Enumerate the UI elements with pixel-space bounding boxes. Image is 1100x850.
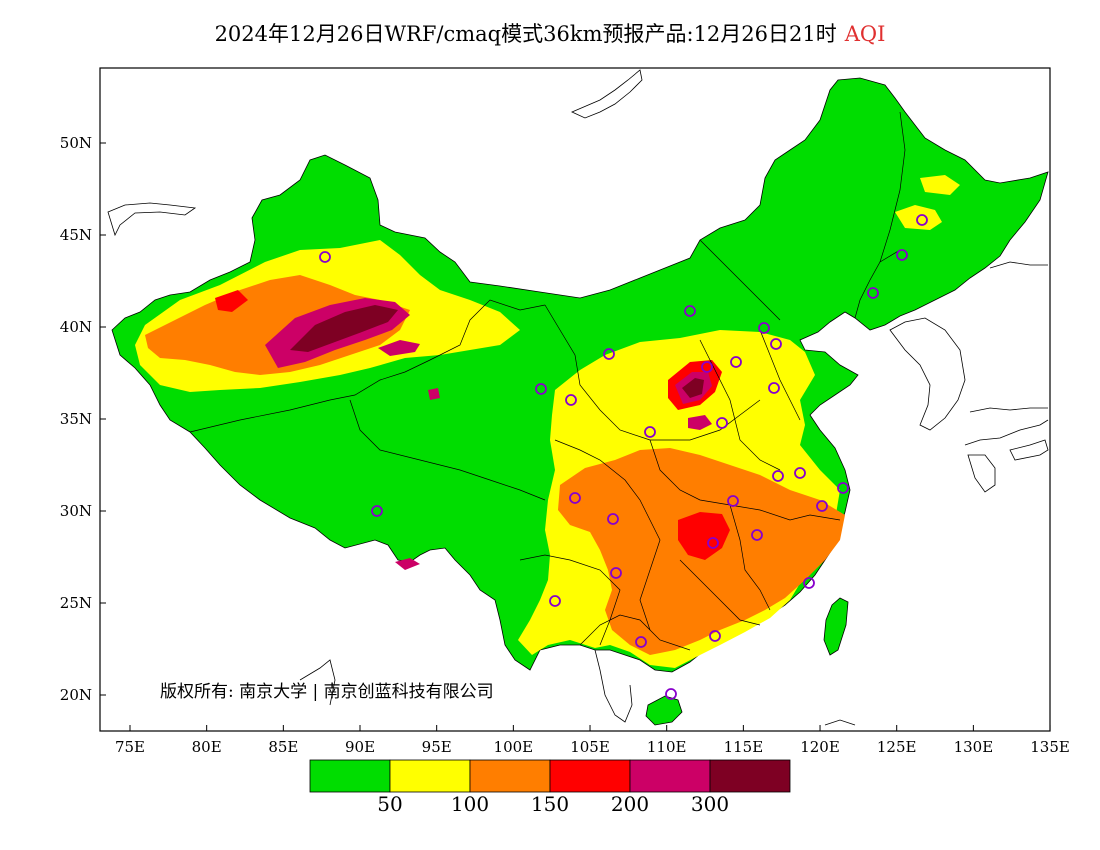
latitude-tick-label: 50N <box>60 134 92 152</box>
aqi-zone-red-xinjiang <box>215 290 248 312</box>
station-marker <box>758 322 770 334</box>
station-marker <box>751 529 763 541</box>
longitude-axis: 75E 80E 85E 90E 95E 100E 105E 110E 115E 120E 125E 1… <box>115 725 1070 756</box>
longitude-tick-label: 95E <box>422 738 452 756</box>
station-marker <box>794 467 806 479</box>
station-marker <box>709 630 721 642</box>
station-marker <box>371 505 383 517</box>
station-marker <box>768 382 780 394</box>
legend-swatch <box>309 759 391 793</box>
latitude-tick-label: 40N <box>60 318 92 336</box>
aqi-zone-hazardous-tarim <box>290 305 398 352</box>
station-marker <box>569 492 581 504</box>
station-marker <box>727 495 739 507</box>
legend-swatch <box>629 759 711 793</box>
aqi-zone-purple-tibet <box>395 558 420 570</box>
aqi-zone-hazardous-shanxi <box>682 378 704 398</box>
legend-swatch <box>709 759 791 793</box>
station-marker <box>837 482 849 494</box>
station-marker <box>549 595 561 607</box>
station-marker <box>770 338 782 350</box>
station-marker <box>867 287 879 299</box>
legend-label: 150 <box>530 792 570 816</box>
title-product: AQI <box>844 22 886 46</box>
longitude-tick-label: 75E <box>115 738 145 756</box>
aqi-zone-red-hunan <box>678 512 730 560</box>
station-marker <box>319 251 331 263</box>
legend-swatch <box>389 759 471 793</box>
legend-label: 100 <box>450 792 490 816</box>
station-markers <box>319 214 928 700</box>
longitude-tick-label: 125E <box>877 738 917 756</box>
station-marker <box>816 500 828 512</box>
aqi-legend <box>309 759 791 793</box>
copyright-text: 版权所有: 南京大学 | 南京创蓝科技有限公司 <box>160 682 494 702</box>
station-marker <box>665 688 677 700</box>
station-marker <box>535 383 547 395</box>
latitude-axis: 50N 45N 40N 35N 30N 25N 20N <box>60 134 106 704</box>
longitude-tick-label: 115E <box>724 738 764 756</box>
taiwan-island <box>823 597 849 656</box>
longitude-tick-label: 135E <box>1030 738 1070 756</box>
legend-swatch <box>469 759 551 793</box>
latitude-tick-label: 20N <box>60 686 92 704</box>
longitude-tick-label: 130E <box>954 738 994 756</box>
latitude-tick-label: 45N <box>60 226 92 244</box>
legend-label: 50 <box>377 792 403 816</box>
map-title: 2024年12月26日WRF/cmaq模式36km预报产品:12月26日21时 A… <box>0 18 1100 48</box>
station-marker <box>707 537 719 549</box>
station-marker <box>896 249 908 261</box>
station-marker <box>803 577 815 589</box>
longitude-tick-label: 90E <box>345 738 375 756</box>
station-marker <box>701 361 713 373</box>
legend-swatch <box>549 759 631 793</box>
station-marker <box>684 305 696 317</box>
legend-label: 300 <box>690 792 730 816</box>
station-marker <box>730 356 742 368</box>
longitude-tick-label: 85E <box>268 738 298 756</box>
title-text: 2024年12月26日WRF/cmaq模式36km预报产品:12月26日21时 <box>214 22 837 46</box>
longitude-tick-label: 100E <box>494 738 534 756</box>
station-marker <box>644 426 656 438</box>
aqi-zone-purple-east <box>378 340 420 356</box>
aqi-zone-purple-henan <box>688 415 712 430</box>
station-marker <box>916 214 928 226</box>
aqi-zone-moderate-northeast <box>895 205 942 230</box>
longitude-tick-label: 120E <box>800 738 840 756</box>
aqi-zone-purple-qinghai <box>428 388 440 400</box>
station-marker <box>603 348 615 360</box>
station-marker <box>635 636 647 648</box>
station-marker <box>607 513 619 525</box>
aqi-zone-moderate-northeast-2 <box>920 175 960 195</box>
latitude-tick-label: 25N <box>60 594 92 612</box>
station-marker <box>716 417 728 429</box>
latitude-tick-label: 30N <box>60 502 92 520</box>
neighbor-coastlines <box>107 69 1049 726</box>
longitude-tick-label: 105E <box>570 738 610 756</box>
station-marker <box>772 470 784 482</box>
latitude-tick-label: 35N <box>60 410 92 428</box>
aqi-zone-orange-west <box>145 275 410 375</box>
map-frame <box>99 67 1051 732</box>
longitude-tick-label: 80E <box>192 738 222 756</box>
station-marker <box>565 394 577 406</box>
legend-label: 200 <box>610 792 650 816</box>
longitude-tick-label: 110E <box>647 738 687 756</box>
station-marker <box>610 567 622 579</box>
